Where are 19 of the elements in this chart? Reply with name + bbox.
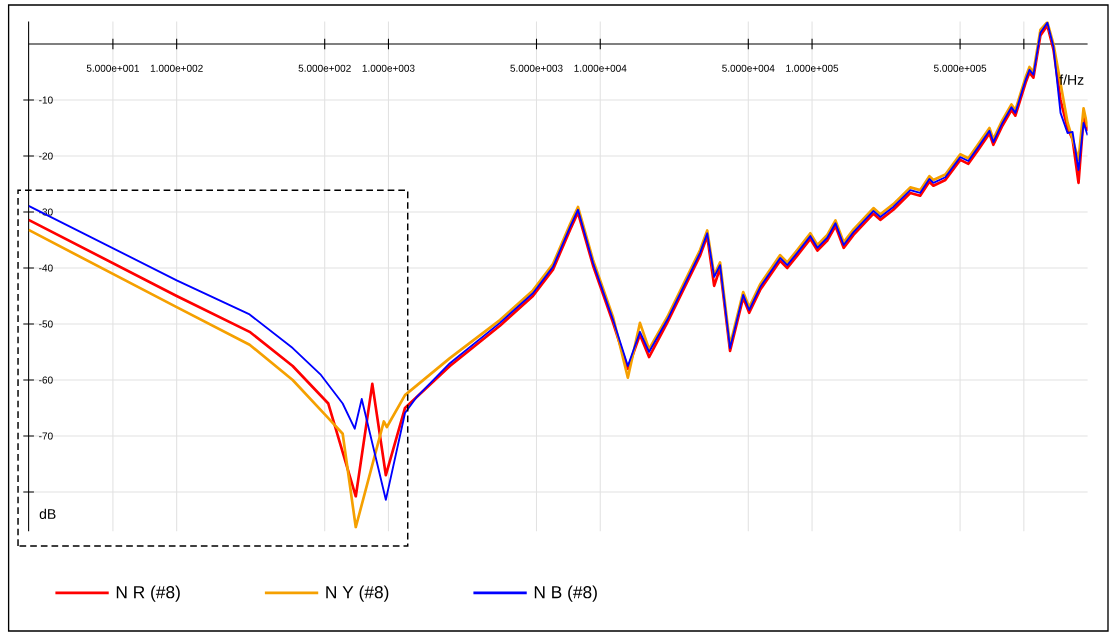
legend-label: N B (#8)	[534, 585, 597, 602]
y-tick-label: -20	[39, 152, 53, 160]
y-tick-label: -70	[39, 432, 53, 440]
x-tick-label: 1.000e+002	[150, 64, 203, 72]
x-tick-label: 1.000e+004	[574, 64, 627, 72]
x-tick-label: 5.000e+002	[298, 64, 351, 72]
x-tick-label: 5.000e+003	[510, 64, 563, 72]
x-tick-label: 5.000e+001	[86, 64, 139, 72]
legend-label: N R (#8)	[116, 585, 180, 602]
x-tick-label: 5.000e+005	[933, 64, 987, 72]
y-tick-label: -50	[39, 320, 53, 328]
y-tick-label: -60	[39, 376, 53, 384]
legend-label: N Y (#8)	[326, 585, 389, 602]
x-tick-label: 1.000e+003	[362, 64, 415, 72]
x-tick-label: 1.000e+005	[786, 64, 839, 72]
y-tick-label: -40	[39, 264, 53, 272]
y-axis-title: dB	[39, 508, 56, 520]
x-tick-label: 5.000e+004	[722, 64, 775, 72]
y-tick-label: -10	[39, 96, 53, 104]
